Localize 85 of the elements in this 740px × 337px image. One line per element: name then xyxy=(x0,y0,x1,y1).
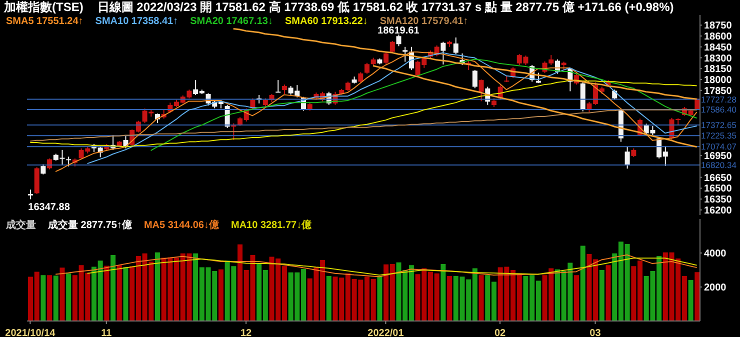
candlestick xyxy=(402,46,408,62)
candlestick xyxy=(440,41,446,65)
line-series xyxy=(372,64,698,148)
bar xyxy=(110,255,116,321)
bar xyxy=(60,268,65,321)
bar xyxy=(606,265,611,321)
bar xyxy=(574,275,580,321)
line-series xyxy=(30,109,698,142)
bar xyxy=(440,264,446,321)
ref-line-label: 17372.65 xyxy=(701,120,737,130)
chart-subtitle: 日線圖 2022/03/23 開 17581.62 高 17738.69 低 17581.62 收 17731.37 s 點 量 2877.75 億 +171.66 (+0.98%) xyxy=(97,0,674,14)
candlestick xyxy=(624,146,630,170)
candlestick xyxy=(40,164,46,175)
text: SMA60 17913.22↓ xyxy=(284,16,368,27)
bar xyxy=(116,265,122,321)
y-tick-label: 18450 xyxy=(704,42,732,54)
bar xyxy=(154,252,160,321)
bar xyxy=(478,275,484,321)
bar xyxy=(53,276,58,321)
bar xyxy=(580,246,586,321)
x-tick-label: 11 xyxy=(101,328,112,337)
text: 成交量 2877.75↑億 xyxy=(48,220,132,231)
annotation: 16347.88 xyxy=(28,202,70,214)
y-tick-label: 18750 xyxy=(704,20,732,32)
chart-title: 加權指數(TSE) xyxy=(4,0,84,14)
bar xyxy=(599,270,604,321)
candlestick xyxy=(345,81,350,92)
candlestick xyxy=(472,70,478,89)
y-tick-label: 17850 xyxy=(704,86,732,97)
candlestick xyxy=(28,189,33,200)
candlestick xyxy=(612,89,618,100)
bar xyxy=(66,273,72,321)
candlestick xyxy=(390,40,395,54)
ref-line-label: 17727.28 xyxy=(701,94,737,104)
text: MA10 3281.77↓億 xyxy=(230,220,312,231)
y-tick-label: 16650 xyxy=(704,172,732,184)
text: SMA10 17358.41↑ xyxy=(95,16,178,27)
ref-line-label: 17074.07 xyxy=(701,142,737,152)
text: SMA120 17579.41↑ xyxy=(380,16,468,27)
x-tick-label: 12 xyxy=(240,328,252,337)
y-tick-label: 18600 xyxy=(704,32,732,43)
bar xyxy=(326,276,332,321)
candlestick xyxy=(276,80,281,94)
candlestick xyxy=(364,62,370,74)
x-tick-label: 2022/01 xyxy=(368,328,404,337)
y-tick-label: 18300 xyxy=(704,53,732,64)
candlestick xyxy=(66,156,72,167)
candlestick xyxy=(358,72,364,83)
line-series xyxy=(86,258,698,276)
bar xyxy=(40,275,46,321)
line-series xyxy=(55,254,698,278)
ref-line-label: 16820.34 xyxy=(701,160,737,170)
x-tick-label: 2021/10/14 xyxy=(5,328,56,337)
y-tick-label: 2000 xyxy=(704,282,727,294)
ref-line-label: 17586.40 xyxy=(701,104,737,114)
y-tick-label: 16500 xyxy=(704,184,732,195)
y-tick-label: 16350 xyxy=(704,194,732,206)
bar xyxy=(447,276,452,321)
bar xyxy=(688,280,694,321)
text: MA5 3144.06↓億 xyxy=(144,220,219,231)
y-tick-label: 18000 xyxy=(704,75,732,86)
candlestick xyxy=(282,84,287,94)
bar xyxy=(218,269,224,321)
y-tick-label: 4000 xyxy=(704,248,727,260)
y-tick-label: 16200 xyxy=(704,205,732,216)
ref-line-label: 17225.35 xyxy=(701,130,737,141)
bar xyxy=(377,276,382,321)
candlestick xyxy=(396,34,402,47)
text: SMA20 17467.13↓ xyxy=(190,16,273,27)
candlestick xyxy=(384,51,389,66)
bar xyxy=(47,275,52,321)
line-series xyxy=(232,28,698,100)
candlestick xyxy=(453,36,458,55)
line-series xyxy=(150,58,698,152)
y-tick-label: 16950 xyxy=(704,151,732,162)
bar xyxy=(104,266,110,321)
y-tick-label: 18150 xyxy=(704,64,732,76)
bar xyxy=(694,272,700,321)
chart-title: 成交量 xyxy=(6,220,36,231)
candlestick xyxy=(478,78,484,102)
x-tick-label: 03 xyxy=(590,328,602,337)
text: SMA5 17551.24↑ xyxy=(6,16,84,27)
bar xyxy=(123,267,128,321)
x-tick-label: 02 xyxy=(494,328,506,337)
annotation: 18619.61 xyxy=(378,26,420,37)
